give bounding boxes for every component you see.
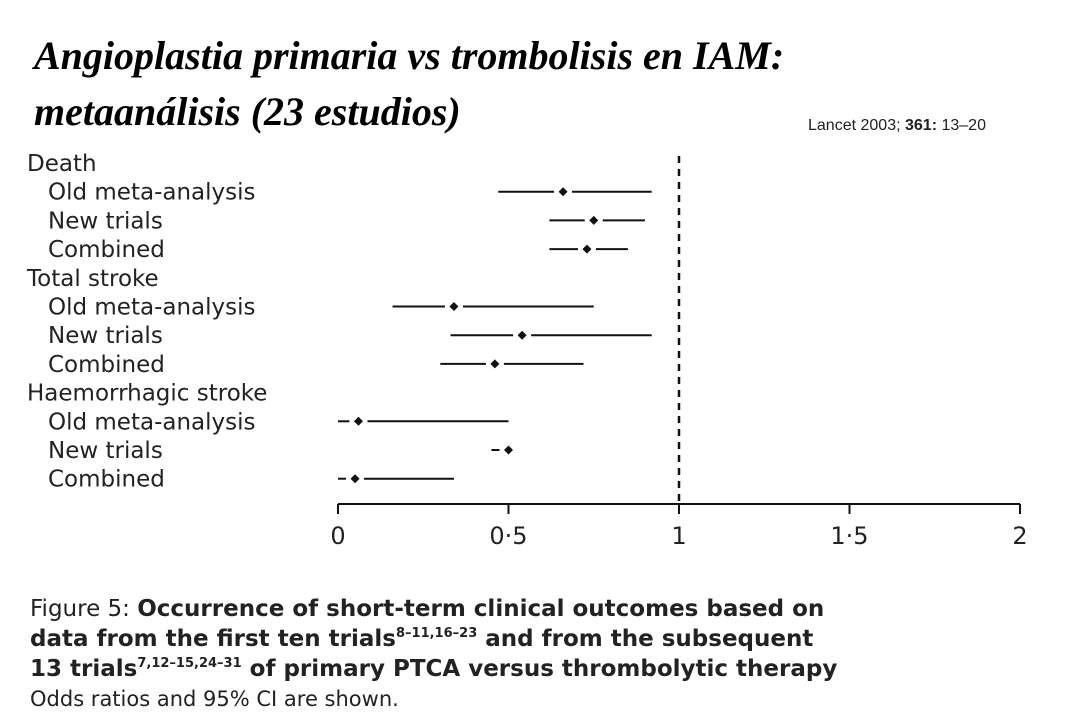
- citation-year: 2003;: [860, 117, 901, 134]
- x-tick-label: 2: [1012, 522, 1027, 550]
- row-label: New trials: [48, 323, 163, 349]
- row-label: Combined: [48, 467, 165, 493]
- caption-line-2-text: data from the first ten trials: [30, 626, 396, 652]
- point-estimate: [517, 330, 527, 340]
- group-label: Total stroke: [26, 266, 159, 292]
- slide-title-line-1: Angioplastia primaria vs trombolisis en …: [34, 33, 785, 78]
- citation-journal: Lancet: [808, 117, 857, 134]
- row-label: Old meta-analysis: [48, 180, 256, 206]
- citation: Lancet 2003; 361: 13–20: [808, 117, 986, 135]
- figure-caption: Figure 5: Occurrence of short-term clini…: [30, 594, 1070, 714]
- citation-volume: 361:: [905, 117, 938, 134]
- point-estimate: [589, 215, 599, 225]
- caption-line-3-end: of primary PTCA versus thrombolytic ther…: [241, 656, 838, 682]
- caption-line-2-refs: 8–11,16–23: [395, 626, 478, 641]
- row-label: Combined: [48, 352, 165, 378]
- citation-pages: 13–20: [941, 117, 986, 134]
- point-estimate: [449, 302, 459, 311]
- point-estimate: [353, 416, 363, 426]
- x-tick-label: 1: [671, 522, 686, 550]
- point-estimate: [558, 187, 568, 197]
- row-label: Old meta-analysis: [48, 295, 256, 321]
- caption-line-2-end: and from the subsequent: [477, 626, 814, 652]
- point-estimate: [350, 474, 360, 484]
- row-label: Combined: [48, 237, 165, 263]
- caption-note: Odds ratios and 95% CI are shown.: [30, 687, 399, 711]
- x-tick-label: 0·5: [489, 522, 527, 550]
- point-estimate: [504, 445, 513, 455]
- row-label: New trials: [48, 208, 163, 234]
- group-label: Haemorrhagic stroke: [27, 381, 267, 407]
- point-estimate: [582, 244, 592, 254]
- row-label: New trials: [48, 438, 163, 464]
- caption-line-3-text: 13 trials: [30, 656, 138, 682]
- caption-line-1-text: Occurrence of short-term clinical outcom…: [137, 596, 825, 622]
- caption-line-2: data from the first ten trials8–11,16–23…: [30, 624, 1070, 654]
- point-estimate: [490, 359, 500, 369]
- row-label: Old meta-analysis: [48, 409, 256, 435]
- slide-title-line-2: metaanálisis (23 estudios): [34, 89, 461, 134]
- caption-line-3-refs: 7,12–15,24–31: [137, 656, 242, 671]
- x-tick-label: 1·5: [830, 522, 868, 550]
- group-label: Death: [27, 151, 97, 177]
- x-tick-label: 0: [330, 522, 345, 550]
- caption-line-3: 13 trials7,12–15,24–31 of primary PTCA v…: [30, 654, 1070, 684]
- caption-line-1: Figure 5: Occurrence of short-term clini…: [30, 594, 1070, 624]
- caption-prefix: Figure 5:: [30, 596, 138, 622]
